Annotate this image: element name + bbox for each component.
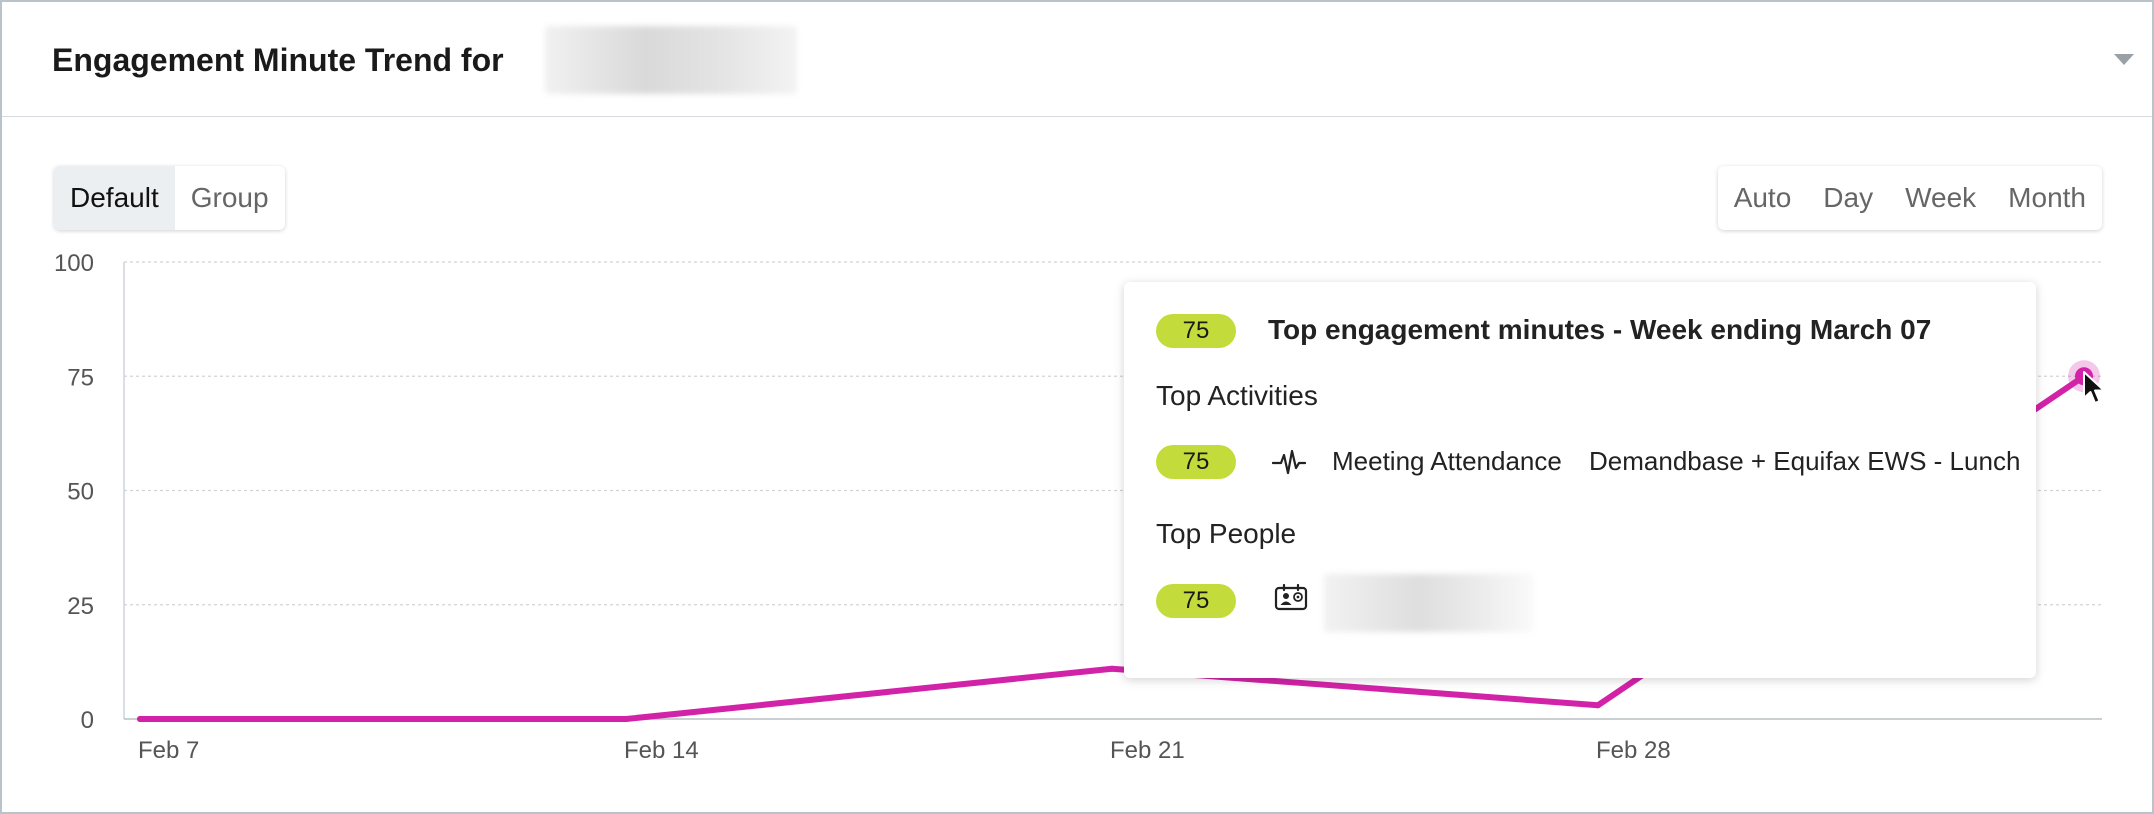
granularity-toggle: Auto Day Week Month (1717, 166, 2102, 230)
view-default-button[interactable]: Default (54, 166, 175, 230)
x-tick-label: Feb 14 (624, 737, 699, 764)
x-tick-label: Feb 21 (1110, 737, 1185, 764)
activity-value-pill: 75 (1156, 445, 1236, 479)
activity-name[interactable]: Demandbase + Equifax EWS - Lunch (1589, 446, 2021, 476)
granularity-month-button[interactable]: Month (2008, 182, 2086, 213)
redacted-account-name (545, 26, 797, 94)
mouse-pointer-icon (2083, 371, 2105, 404)
person-value-pill: 75 (1156, 584, 1236, 618)
top-activities-heading: Top Activities (1156, 380, 1318, 411)
view-group-button[interactable]: Group (190, 182, 269, 213)
y-tick-label: 75 (67, 364, 94, 391)
y-tick-label: 0 (81, 707, 94, 734)
top-people-heading: Top People (1156, 518, 1297, 549)
pulse-icon (1272, 449, 1306, 475)
granularity-day-button[interactable]: Day (1823, 182, 1874, 213)
collapse-caret-icon[interactable] (2114, 54, 2134, 65)
contact-card-icon (1274, 584, 1308, 611)
y-tick-label: 100 (54, 250, 94, 277)
view-toggle: Default Group (54, 166, 285, 230)
activity-type: Meeting Attendance (1332, 446, 1562, 476)
x-tick-label: Feb 7 (138, 737, 199, 764)
granularity-week-button[interactable]: Week (1905, 182, 1977, 213)
y-tick-label: 50 (67, 479, 94, 506)
tooltip-value-pill: 75 (1156, 314, 1236, 348)
card-header: Engagement Minute Trend for (2, 2, 2152, 117)
y-tick-label: 25 (67, 593, 94, 620)
data-point (137, 716, 143, 722)
data-point (1291, 679, 1297, 686)
data-point (1109, 665, 1115, 672)
granularity-auto-button[interactable]: Auto (1733, 182, 1792, 213)
redacted-person-name[interactable] (1324, 574, 1534, 632)
chart-tooltip: 75 Top engagement minutes - Week ending … (1124, 282, 2036, 678)
data-point (1595, 702, 1601, 709)
data-point (623, 716, 629, 722)
card-title: Engagement Minute Trend for (52, 42, 504, 78)
x-tick-label: Feb 28 (1596, 737, 1671, 764)
tooltip-title: Top engagement minutes - Week ending Mar… (1268, 314, 1932, 345)
